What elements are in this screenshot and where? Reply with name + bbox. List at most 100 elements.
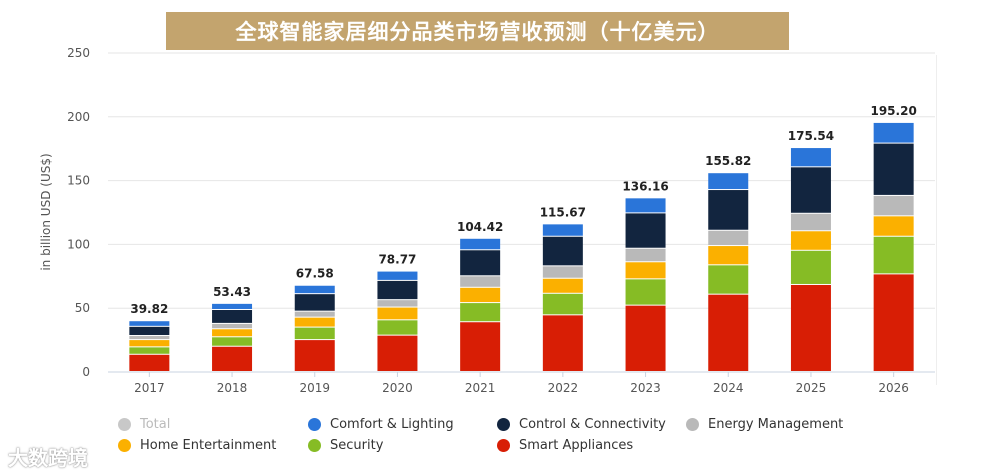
bar-segment-home-entertainment — [790, 231, 831, 250]
x-tick-label: 2021 — [465, 381, 496, 395]
total-data-label: 78.77 — [378, 253, 416, 267]
legend-label: Energy Management — [708, 417, 844, 432]
legend-label: Comfort & Lighting — [330, 417, 454, 432]
bar-segment-energy-management — [294, 311, 335, 317]
x-tick-label: 2020 — [382, 381, 413, 395]
legend-item[interactable]: Home Entertainment — [118, 438, 276, 453]
bar-segment-security — [129, 347, 170, 354]
bar-segment-energy-management — [708, 230, 749, 246]
legend-item[interactable]: Security — [308, 438, 383, 453]
legend-item[interactable]: Smart Appliances — [497, 438, 633, 453]
total-data-label: 115.67 — [540, 205, 586, 219]
y-axis-label: in billion USD (US$) — [39, 153, 53, 270]
bar-segment-comfort-lighting — [625, 198, 666, 213]
bar-segment-smart-appliances — [873, 274, 914, 371]
bar-segment-smart-appliances — [129, 354, 170, 371]
bar-segment-comfort-lighting — [460, 238, 501, 250]
bar-segment-energy-management — [377, 300, 418, 307]
bar-segment-home-entertainment — [708, 246, 749, 265]
watermark: 大数跨境 — [8, 442, 88, 471]
bar-segment-energy-management — [460, 276, 501, 287]
bar-segment-energy-management — [625, 248, 666, 262]
bar-segment-home-entertainment — [377, 307, 418, 320]
bar-segment-comfort-lighting — [542, 224, 583, 236]
legend-label: Home Entertainment — [140, 438, 277, 453]
legend-marker-icon — [308, 418, 321, 431]
chart-title-banner: 全球智能家居细分品类市场营收预测（十亿美元） — [166, 12, 789, 50]
plot-border — [936, 55, 937, 385]
bar-segment-security — [294, 327, 335, 340]
bar-segment-energy-management — [212, 323, 253, 329]
bar-segment-comfort-lighting — [129, 321, 170, 326]
legend-marker-icon — [686, 418, 699, 431]
bar-segment-energy-management — [129, 336, 170, 340]
legend-marker-icon — [308, 439, 321, 452]
total-data-label: 136.16 — [622, 179, 668, 193]
bar-segment-control-connectivity — [212, 309, 253, 323]
bar-segment-control-connectivity — [294, 294, 335, 311]
x-tick-label: 2023 — [630, 381, 661, 395]
bar-segment-smart-appliances — [212, 346, 253, 371]
legend-label: Smart Appliances — [519, 438, 634, 453]
total-data-label: 39.82 — [130, 302, 168, 316]
x-tick-label: 2026 — [878, 381, 909, 395]
bar-segment-control-connectivity — [542, 236, 583, 266]
bar-segment-smart-appliances — [460, 322, 501, 371]
bar-segment-energy-management — [790, 213, 831, 231]
x-tick-label: 2024 — [713, 381, 744, 395]
bar-segment-control-connectivity — [873, 143, 914, 195]
bar-segment-security — [460, 303, 501, 322]
bar-segment-smart-appliances — [790, 284, 831, 371]
bar-segment-security — [873, 236, 914, 274]
bar-segment-home-entertainment — [542, 278, 583, 293]
bar-segment-home-entertainment — [625, 262, 666, 279]
y-tick-label: 0 — [82, 365, 90, 379]
bar-segment-home-entertainment — [460, 287, 501, 303]
x-tick-label: 2019 — [299, 381, 330, 395]
x-tick-label: 2025 — [796, 381, 827, 395]
bar-segment-smart-appliances — [625, 305, 666, 371]
legend-item[interactable]: Control & Connectivity — [497, 417, 666, 432]
bar-segment-security — [708, 265, 749, 294]
bar-segment-control-connectivity — [129, 326, 170, 336]
bar-segment-comfort-lighting — [873, 122, 914, 143]
total-data-label: 155.82 — [705, 154, 751, 168]
bar-segment-security — [542, 293, 583, 315]
bar-segment-control-connectivity — [790, 167, 831, 213]
bar-segment-home-entertainment — [129, 340, 170, 347]
bar-segment-control-connectivity — [460, 250, 501, 276]
bar-segment-security — [212, 337, 253, 346]
bar-segment-comfort-lighting — [294, 285, 335, 294]
x-tick-label: 2022 — [548, 381, 579, 395]
bar-segment-security — [790, 250, 831, 284]
y-tick-label: 200 — [67, 110, 90, 124]
bar-segment-comfort-lighting — [377, 271, 418, 280]
bar-segment-security — [625, 279, 666, 305]
total-data-label: 67.58 — [296, 267, 334, 281]
total-data-label: 195.20 — [870, 104, 916, 118]
total-data-label: 104.42 — [457, 220, 503, 234]
bar-segment-smart-appliances — [708, 294, 749, 371]
watermark-text: 大数跨境 — [8, 446, 88, 470]
legend-label: Control & Connectivity — [519, 417, 666, 432]
legend-item[interactable]: Comfort & Lighting — [308, 417, 454, 432]
legend-item[interactable]: Total — [118, 417, 170, 432]
x-tick-label: 2018 — [217, 381, 248, 395]
legend-marker-icon — [118, 439, 131, 452]
legend-item[interactable]: Energy Management — [686, 417, 843, 432]
bar-segment-home-entertainment — [212, 329, 253, 337]
bar-segment-comfort-lighting — [212, 303, 253, 309]
y-tick-label: 50 — [75, 301, 90, 315]
chart-title: 全球智能家居细分品类市场营收预测（十亿美元） — [235, 20, 720, 44]
legend-marker-icon — [118, 418, 131, 431]
x-tick-label: 2017 — [134, 381, 165, 395]
y-tick-label: 100 — [67, 237, 90, 251]
bar-segment-smart-appliances — [294, 340, 335, 371]
y-tick-label: 150 — [67, 174, 90, 188]
total-data-label: 175.54 — [788, 129, 834, 143]
bar-segment-control-connectivity — [625, 213, 666, 248]
bar-segment-security — [377, 320, 418, 335]
legend-marker-icon — [497, 418, 510, 431]
bar-segment-comfort-lighting — [708, 173, 749, 190]
